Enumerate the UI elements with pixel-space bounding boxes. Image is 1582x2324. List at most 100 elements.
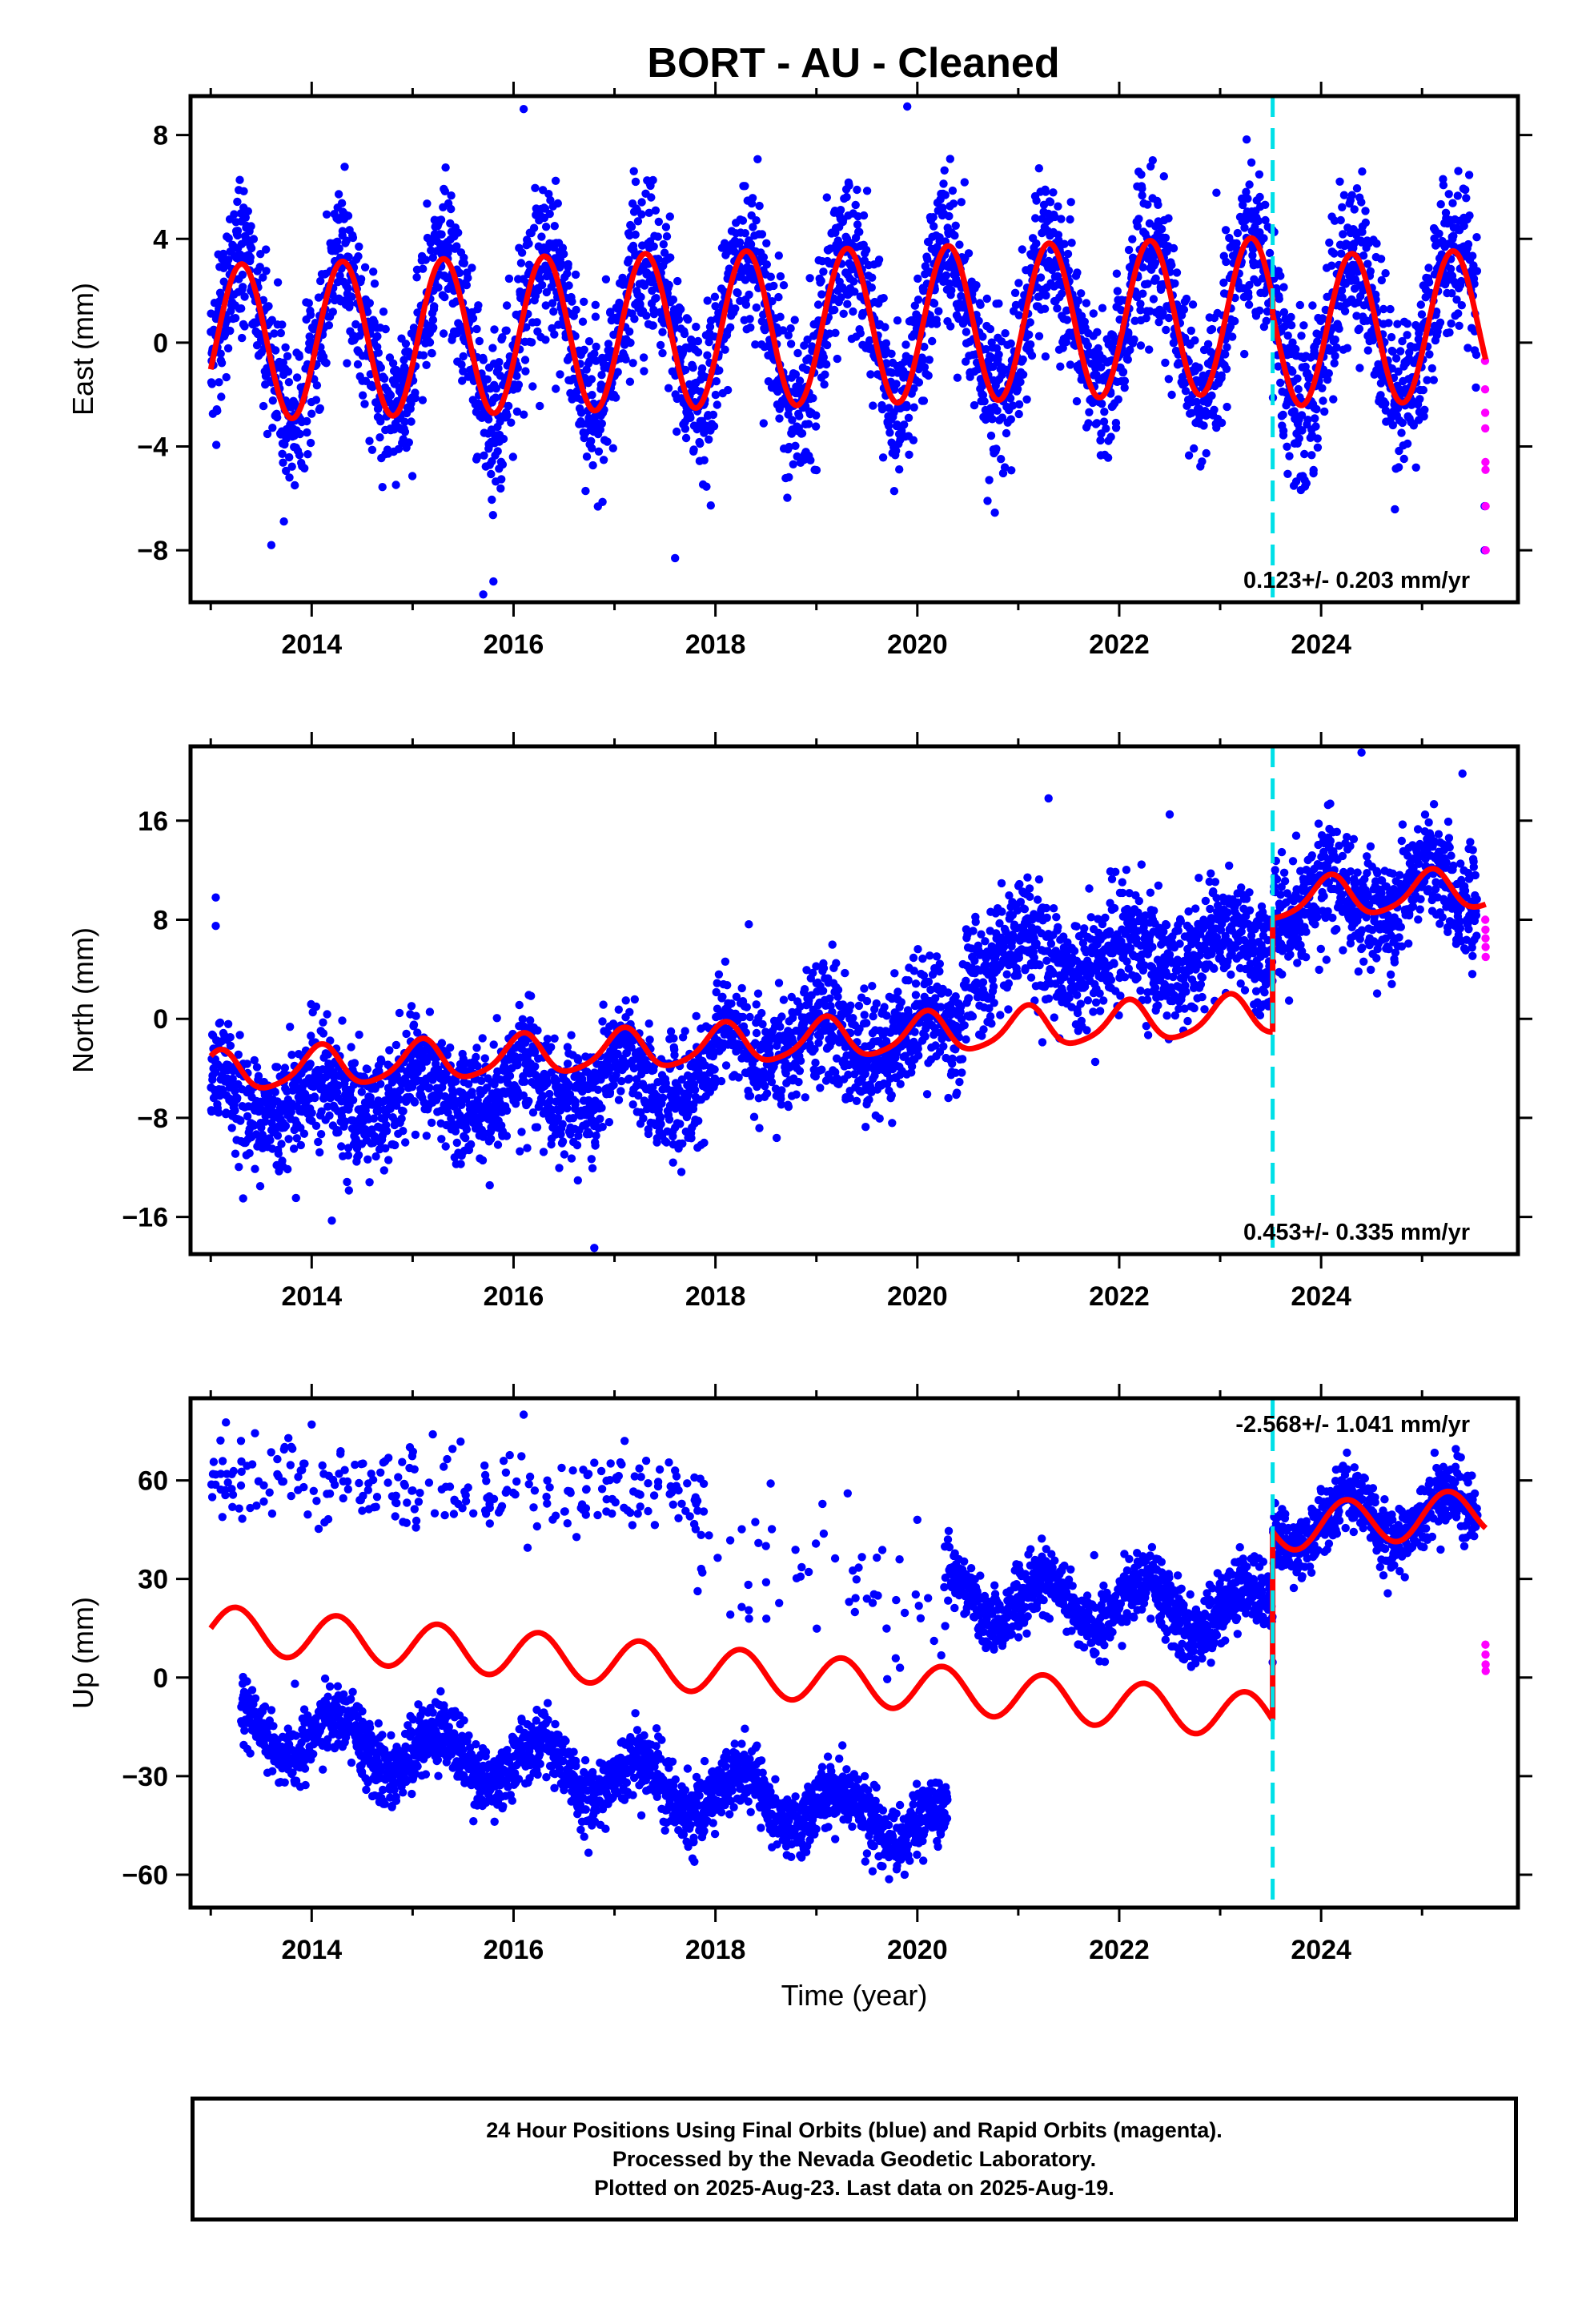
data-point	[1032, 239, 1041, 248]
data-point	[677, 305, 685, 314]
data-point	[343, 1151, 353, 1160]
data-point	[270, 329, 279, 338]
data-point	[598, 1122, 607, 1132]
data-point	[712, 376, 721, 386]
data-point	[278, 449, 287, 458]
velocity-rate-label-east: 0.123+/- 0.203 mm/yr	[1243, 568, 1470, 593]
data-point	[1363, 259, 1372, 268]
data-point	[247, 243, 256, 253]
data-point	[803, 335, 812, 344]
data-point	[1454, 309, 1463, 318]
data-point	[1449, 231, 1458, 240]
data-point	[1320, 407, 1329, 416]
data-point	[316, 276, 325, 286]
data-point	[596, 380, 605, 389]
data-point	[452, 242, 461, 251]
data-point	[1035, 292, 1044, 301]
data-point	[315, 404, 324, 413]
data-point	[1223, 402, 1231, 412]
data-point	[545, 1089, 554, 1099]
data-point	[1311, 414, 1319, 423]
data-point	[1388, 420, 1398, 430]
data-point	[1128, 235, 1137, 243]
data-point	[256, 250, 265, 259]
data-point	[741, 182, 749, 191]
data-point	[639, 353, 648, 362]
data-point	[283, 352, 292, 360]
data-point	[1288, 338, 1297, 347]
data-point	[1308, 301, 1317, 310]
data-point	[949, 199, 958, 208]
data-point	[247, 222, 255, 231]
data-point	[529, 223, 539, 232]
data-point	[745, 315, 754, 324]
data-point	[379, 308, 388, 316]
data-point	[665, 212, 674, 221]
y-tick-label: 4	[153, 224, 168, 255]
data-point	[749, 223, 757, 231]
data-point	[1350, 205, 1359, 214]
data-point	[257, 1123, 266, 1132]
data-point	[893, 316, 902, 325]
data-point	[231, 1149, 240, 1158]
data-point	[392, 1101, 401, 1110]
data-point	[552, 384, 560, 393]
data-point	[1302, 479, 1311, 488]
data-point	[1170, 279, 1179, 288]
data-point	[468, 314, 478, 323]
data-point	[1179, 305, 1189, 314]
data-point	[1444, 190, 1453, 199]
data-point	[337, 199, 347, 207]
data-point	[790, 316, 799, 324]
data-point	[475, 336, 484, 346]
data-point	[440, 292, 449, 302]
model-curve-east-1	[1270, 248, 1489, 408]
data-point	[348, 1096, 358, 1105]
data-point	[822, 360, 831, 369]
data-point	[1106, 432, 1115, 441]
data-point	[1143, 200, 1152, 209]
data-point	[753, 155, 762, 163]
data-point	[527, 991, 536, 1000]
data-point	[1233, 228, 1243, 238]
data-point	[273, 278, 283, 287]
data-point	[1190, 444, 1199, 453]
data-point	[1010, 288, 1020, 297]
data-point	[550, 222, 559, 231]
data-point	[1148, 156, 1158, 165]
data-point	[791, 370, 801, 379]
data-point	[1313, 434, 1322, 443]
data-point	[457, 1100, 466, 1110]
data-point	[819, 352, 828, 362]
data-point	[842, 192, 851, 202]
data-point	[1199, 421, 1208, 430]
data-point	[1025, 330, 1034, 340]
data-point	[1247, 158, 1256, 167]
data-point	[464, 273, 472, 283]
data-point	[755, 201, 764, 211]
data-point	[795, 376, 805, 385]
data-point	[920, 342, 929, 352]
data-point	[788, 416, 797, 424]
data-point	[1411, 343, 1419, 352]
data-point	[921, 262, 930, 271]
data-point	[563, 1104, 572, 1113]
data-point	[428, 316, 438, 324]
data-point	[1255, 228, 1264, 237]
data-point	[252, 1063, 262, 1072]
data-point	[485, 1180, 494, 1190]
data-point	[479, 356, 488, 364]
data-point	[528, 382, 537, 391]
data-point	[964, 249, 974, 258]
data-point	[441, 1142, 450, 1151]
data-point	[1275, 295, 1284, 304]
data-point	[1007, 466, 1016, 475]
data-point	[998, 413, 1007, 422]
data-point	[251, 319, 261, 328]
data-point	[536, 401, 544, 411]
data-point	[543, 1077, 552, 1086]
data-point	[539, 1148, 548, 1156]
data-point	[411, 393, 420, 403]
data-point	[689, 445, 698, 454]
data-point	[673, 276, 682, 286]
